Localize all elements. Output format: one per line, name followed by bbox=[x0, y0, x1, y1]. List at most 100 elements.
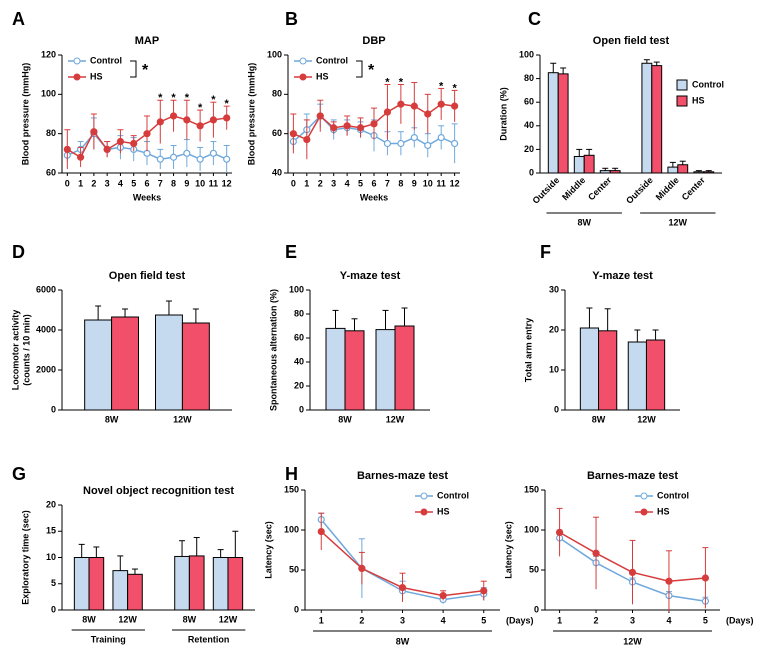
point bbox=[383, 139, 392, 148]
y-tick-label: 0 bbox=[529, 167, 534, 177]
legend-swatch bbox=[676, 95, 688, 107]
legend-label: Control bbox=[692, 79, 724, 89]
significance-star: * bbox=[171, 92, 176, 104]
bar bbox=[627, 341, 647, 411]
y-tick-label: 20 bbox=[294, 380, 304, 390]
significance-star: * bbox=[198, 102, 203, 114]
x-tick-label: 12W bbox=[386, 414, 405, 424]
x-tick-label: 10 bbox=[195, 178, 205, 188]
bar bbox=[641, 62, 653, 174]
point bbox=[316, 112, 324, 120]
y-tick-label: 20 bbox=[46, 499, 56, 509]
y-tick-label: 100 bbox=[284, 524, 299, 534]
point bbox=[303, 135, 311, 144]
bar bbox=[677, 164, 689, 174]
y-tick-label: 40 bbox=[272, 167, 282, 177]
legend-label: HS bbox=[316, 71, 329, 81]
x-tick-label: 0 bbox=[291, 178, 296, 188]
y-tick-label: 150 bbox=[284, 484, 299, 494]
point bbox=[555, 528, 564, 537]
x-unit: (Days) bbox=[726, 615, 754, 625]
y-axis-label: Duration (%) bbox=[498, 87, 508, 141]
group-label: 12W bbox=[669, 217, 688, 227]
x-tick-label: 3 bbox=[331, 178, 336, 188]
legend-label: Control bbox=[437, 490, 469, 500]
panel-label: B bbox=[285, 9, 298, 29]
x-tick-label: 8W bbox=[183, 614, 197, 624]
point bbox=[424, 110, 432, 118]
x-tick-label: 12W bbox=[118, 614, 137, 624]
point bbox=[437, 100, 445, 108]
x-axis-label: 8W bbox=[396, 636, 410, 646]
x-tick-label: 11 bbox=[209, 178, 219, 188]
panel-label: G bbox=[12, 464, 26, 484]
bar bbox=[84, 319, 113, 411]
point bbox=[397, 100, 405, 108]
significance-star: * bbox=[185, 92, 190, 104]
x-tick-label: Center bbox=[680, 175, 708, 203]
x-tick-label: 2 bbox=[91, 178, 96, 188]
y-tick-label: 30 bbox=[549, 284, 559, 294]
y-tick-label: 0 bbox=[534, 604, 539, 614]
significance-star: * bbox=[225, 98, 230, 110]
bar bbox=[609, 170, 621, 174]
y-tick-label: 80 bbox=[46, 128, 56, 138]
y-tick-label: 0 bbox=[51, 604, 56, 614]
bar bbox=[599, 170, 611, 174]
x-tick-label: 12W bbox=[219, 614, 238, 624]
x-tick-label: 9 bbox=[184, 178, 189, 188]
significance-star: * bbox=[158, 92, 163, 104]
bar bbox=[181, 322, 210, 411]
point bbox=[223, 114, 231, 122]
chart-title: Novel object recognition test bbox=[83, 485, 234, 497]
x-tick-label: Outside bbox=[624, 175, 655, 206]
y-axis-label: Latency (sec) bbox=[503, 521, 513, 579]
bar bbox=[573, 155, 585, 174]
x-tick-label: 5 bbox=[131, 178, 136, 188]
y-tick-label: 0 bbox=[294, 604, 299, 614]
y-tick-label: 100 bbox=[41, 89, 56, 99]
bar bbox=[645, 339, 666, 411]
legend-marker bbox=[640, 492, 648, 500]
legend-label: HS bbox=[437, 506, 450, 516]
point bbox=[169, 112, 178, 120]
point bbox=[223, 155, 231, 163]
point bbox=[183, 149, 191, 157]
y-tick-label: 60 bbox=[46, 167, 56, 177]
chart-title: Y-maze test bbox=[340, 270, 401, 282]
y-tick-label: 80 bbox=[524, 73, 534, 83]
x-axis-label: Weeks bbox=[360, 192, 388, 202]
point bbox=[183, 116, 191, 124]
x-tick-label: 9 bbox=[412, 178, 417, 188]
bar bbox=[547, 72, 559, 174]
x-tick-label: 8W bbox=[105, 414, 119, 424]
bar bbox=[88, 557, 105, 611]
y-tick-label: 10 bbox=[549, 364, 559, 374]
bar bbox=[212, 557, 229, 611]
legend-marker bbox=[73, 57, 81, 65]
bar bbox=[344, 330, 365, 411]
chart-title: Open field test bbox=[109, 270, 186, 282]
bar bbox=[73, 557, 90, 611]
x-tick-label: 4 bbox=[345, 178, 350, 188]
legend-marker bbox=[640, 508, 648, 516]
point bbox=[156, 155, 164, 163]
y-axis-label: Blood pressure (mmHg) bbox=[246, 63, 256, 166]
legend-swatch bbox=[676, 79, 688, 91]
bar bbox=[598, 330, 618, 411]
y-tick-label: 60 bbox=[294, 332, 304, 342]
chart-title: Open field test bbox=[593, 35, 670, 47]
bar bbox=[667, 166, 679, 174]
x-tick-label: 8 bbox=[398, 178, 403, 188]
x-tick-label: 1 bbox=[78, 178, 83, 188]
x-tick-label: 1 bbox=[319, 615, 324, 625]
point bbox=[437, 134, 445, 142]
legend-marker bbox=[420, 492, 428, 500]
x-tick-label: 6 bbox=[371, 178, 376, 188]
x-tick-label: 1 bbox=[557, 615, 562, 625]
x-tick-label: 4 bbox=[666, 615, 671, 625]
y-axis-label: Exploratory time (sec) bbox=[20, 510, 30, 605]
y-tick-label: 4000 bbox=[36, 324, 56, 334]
panel-label: F bbox=[540, 242, 551, 262]
point bbox=[196, 155, 204, 163]
